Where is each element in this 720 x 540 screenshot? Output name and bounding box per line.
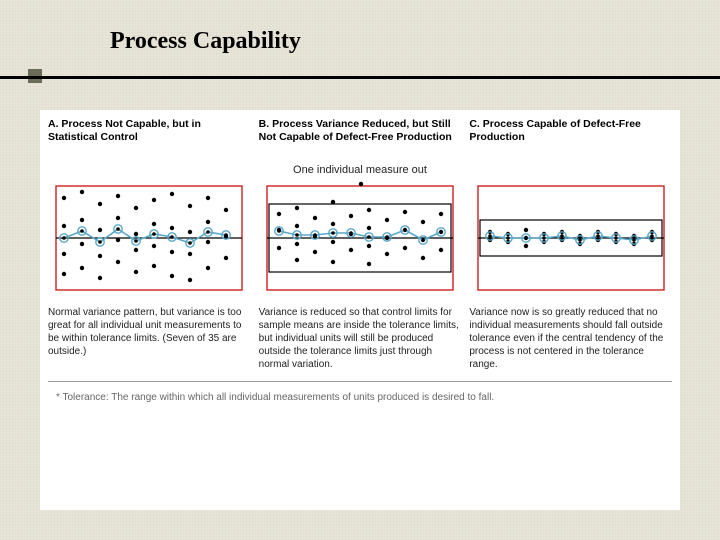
page-title: Process Capability [110,28,680,55]
chart-a-cell [48,178,251,298]
chart-a [54,178,244,298]
panel-a-heading: A. Process Not Capable, but in Statistic… [48,118,251,162]
title-wrap: Process Capability [110,28,680,55]
chart-c [476,178,666,298]
chart-b [265,178,455,298]
panel-a-overlabel [48,164,251,178]
panel-b-heading: B. Process Variance Reduced, but Still N… [259,118,462,162]
title-underline [0,76,720,79]
panel-a-col: A. Process Not Capable, but in Statistic… [48,118,251,178]
panel-b-desc: Variance is reduced so that control limi… [259,306,462,371]
chart-b-cell [259,178,462,298]
figure-panel: A. Process Not Capable, but in Statistic… [40,110,680,510]
panel-descriptions-row: Normal variance pattern, but variance is… [40,298,680,371]
charts-row: Upper specification limit (USL) Upper co… [40,178,680,298]
panel-a-desc: Normal variance pattern, but variance is… [48,306,251,371]
panel-c-col: C. Process Capable of Defect-Free Produc… [469,118,672,178]
slide: Process Capability A. Process Not Capabl… [0,0,720,540]
panel-headings-row: A. Process Not Capable, but in Statistic… [40,110,680,178]
panel-c-heading: C. Process Capable of Defect-Free Produc… [469,118,672,162]
panel-c-overlabel [469,164,672,178]
tolerance-footnote: * Tolerance: The range within which all … [48,381,672,403]
panel-c-desc: Variance now is so greatly reduced that … [469,306,672,371]
chart-c-cell: Upper specification limit (USL) Upper co… [469,178,672,298]
panel-b-col: B. Process Variance Reduced, but Still N… [259,118,462,178]
panel-b-overlabel: One individual measure out [259,164,462,178]
